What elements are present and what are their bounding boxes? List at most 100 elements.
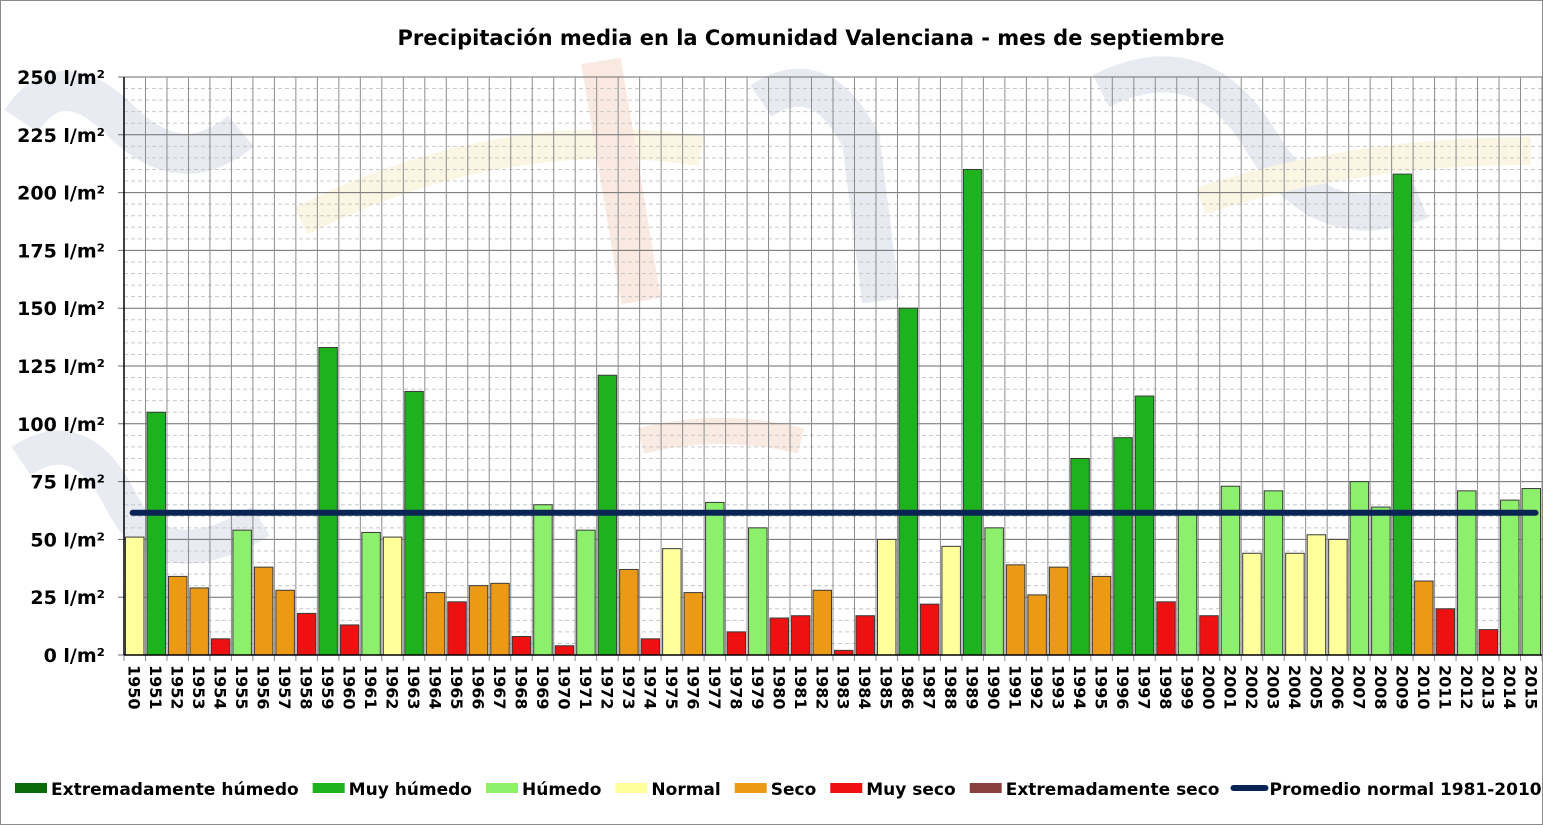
bars [125,168,1542,656]
watermark-logo [4,56,1532,564]
x-tick-label: 1990 [984,665,1003,710]
x-tick-label: 1980 [769,665,788,710]
bar-1980 [769,617,790,656]
x-tick-label: 1952 [168,665,187,710]
bar-1976 [683,592,704,656]
x-tick-label: 1995 [1092,665,1111,710]
bar-1950 [125,536,145,656]
bar-1953 [189,587,209,656]
x-tick-label: 1951 [146,665,165,710]
bar-1973 [619,568,639,656]
y-tick-label: 75 l/m² [30,472,105,494]
legend-swatch-S [734,783,767,793]
x-tick-label: 1979 [748,665,767,710]
x-tick-label: 1961 [361,665,380,710]
x-tick-label: 1977 [705,665,724,710]
bar-1960 [339,624,360,656]
x-tick-label: 1955 [232,665,251,710]
y-tick-label: 200 l/m² [17,183,105,205]
bar-1970 [554,645,575,656]
legend-label-ES: Extremadamente seco [1006,780,1220,800]
axes [123,77,1542,656]
x-tick-label: 1991 [1006,665,1025,710]
bar-1978 [726,631,747,656]
x-tick-label: 1984 [855,665,874,710]
bar-1999 [1177,511,1198,656]
bar-1992 [1027,594,1047,656]
x-tick-label: 1963 [404,665,423,710]
x-tick-label: 1957 [275,665,294,710]
bar-2008 [1371,506,1391,656]
x-tick-label: 1998 [1156,665,1175,710]
bar-2014 [1500,499,1520,656]
bar-1961 [361,531,381,656]
x-tick-label: 1973 [619,665,638,710]
x-tick-label: 1986 [898,665,917,710]
x-tick-label: 1954 [211,665,230,710]
legend: Extremadamente húmedo Muy húmedo Húmedo Nor… [15,780,1542,800]
x-axis-ticks: 1950 1951 1952 1953 1954 1955 1956 1957 1958 1959… [125,665,1541,710]
bar-1984 [855,615,875,656]
x-tick-label: 1989 [963,665,982,710]
x-tick-label: 1969 [533,665,552,710]
x-tick-label: 1997 [1135,665,1154,710]
bar-1986 [898,307,918,656]
bar-2006 [1328,538,1348,656]
x-tick-label: 1992 [1027,665,1046,710]
bar-1967 [490,582,510,656]
bar-1991 [1005,564,1026,656]
x-tick-label: 2012 [1457,665,1476,710]
legend-swatch-ES [969,783,1002,793]
bar-1955 [232,529,252,656]
y-tick-label: 50 l/m² [30,529,105,551]
x-tick-label: 2011 [1435,665,1454,710]
legend-swatch-H [486,783,518,793]
legend-label-N: Normal [651,780,720,800]
bar-1981 [791,615,811,656]
x-tick-label: 1962 [383,665,402,710]
x-tick-label: 1983 [834,665,853,710]
x-tick-label: 1987 [920,665,939,710]
bar-2000 [1199,615,1219,656]
bar-2009 [1392,173,1413,656]
bar-2011 [1435,608,1456,656]
chart-title: Precipitación media en la Comunidad Vale… [397,26,1224,50]
legend-label-S: Seco [771,780,817,800]
x-tick-label: 1994 [1070,665,1089,710]
bar-1977 [705,501,725,656]
x-tick-label: 1960 [340,665,359,710]
x-tick-label: 2004 [1285,665,1304,710]
x-tick-label: 1975 [662,665,681,710]
bar-1989 [962,168,983,656]
y-axis-ticks: 0 l/m² 25 l/m² 50 l/m² 75 l/m² 100 l/m² 125 l… [17,67,105,667]
legend-label-average: Promedio normal 1981-2010 [1269,780,1541,800]
bar-1996 [1113,437,1133,656]
y-tick-label: 175 l/m² [17,240,105,262]
x-tick-label: 1965 [447,665,466,710]
legend-swatch-MS [830,783,863,793]
bar-1993 [1048,566,1069,656]
bar-1954 [210,638,231,656]
x-tick-label: 1953 [189,665,208,710]
x-tick-label: 2008 [1371,665,1390,710]
x-tick-label: 1985 [877,665,896,710]
bar-1990 [984,527,1004,656]
legend-swatch-N [615,783,648,793]
x-tick-label: 2014 [1500,665,1519,710]
bar-2005 [1306,534,1327,656]
bar-2010 [1414,580,1434,656]
y-tick-label: 150 l/m² [17,298,105,320]
y-tick-label: 225 l/m² [17,125,105,147]
bar-1969 [533,504,553,656]
legend-label-EH: Extremadamente húmedo [51,780,299,800]
legend-label-H: Húmedo [522,780,601,800]
x-tick-label: 1978 [726,665,745,710]
bar-1963 [404,390,424,656]
x-tick-label: 1950 [125,665,144,710]
x-tick-label: 1981 [791,665,810,710]
x-tick-label: 1971 [576,665,595,710]
x-tick-label: 1972 [597,665,616,710]
x-tick-label: 1958 [297,665,316,710]
